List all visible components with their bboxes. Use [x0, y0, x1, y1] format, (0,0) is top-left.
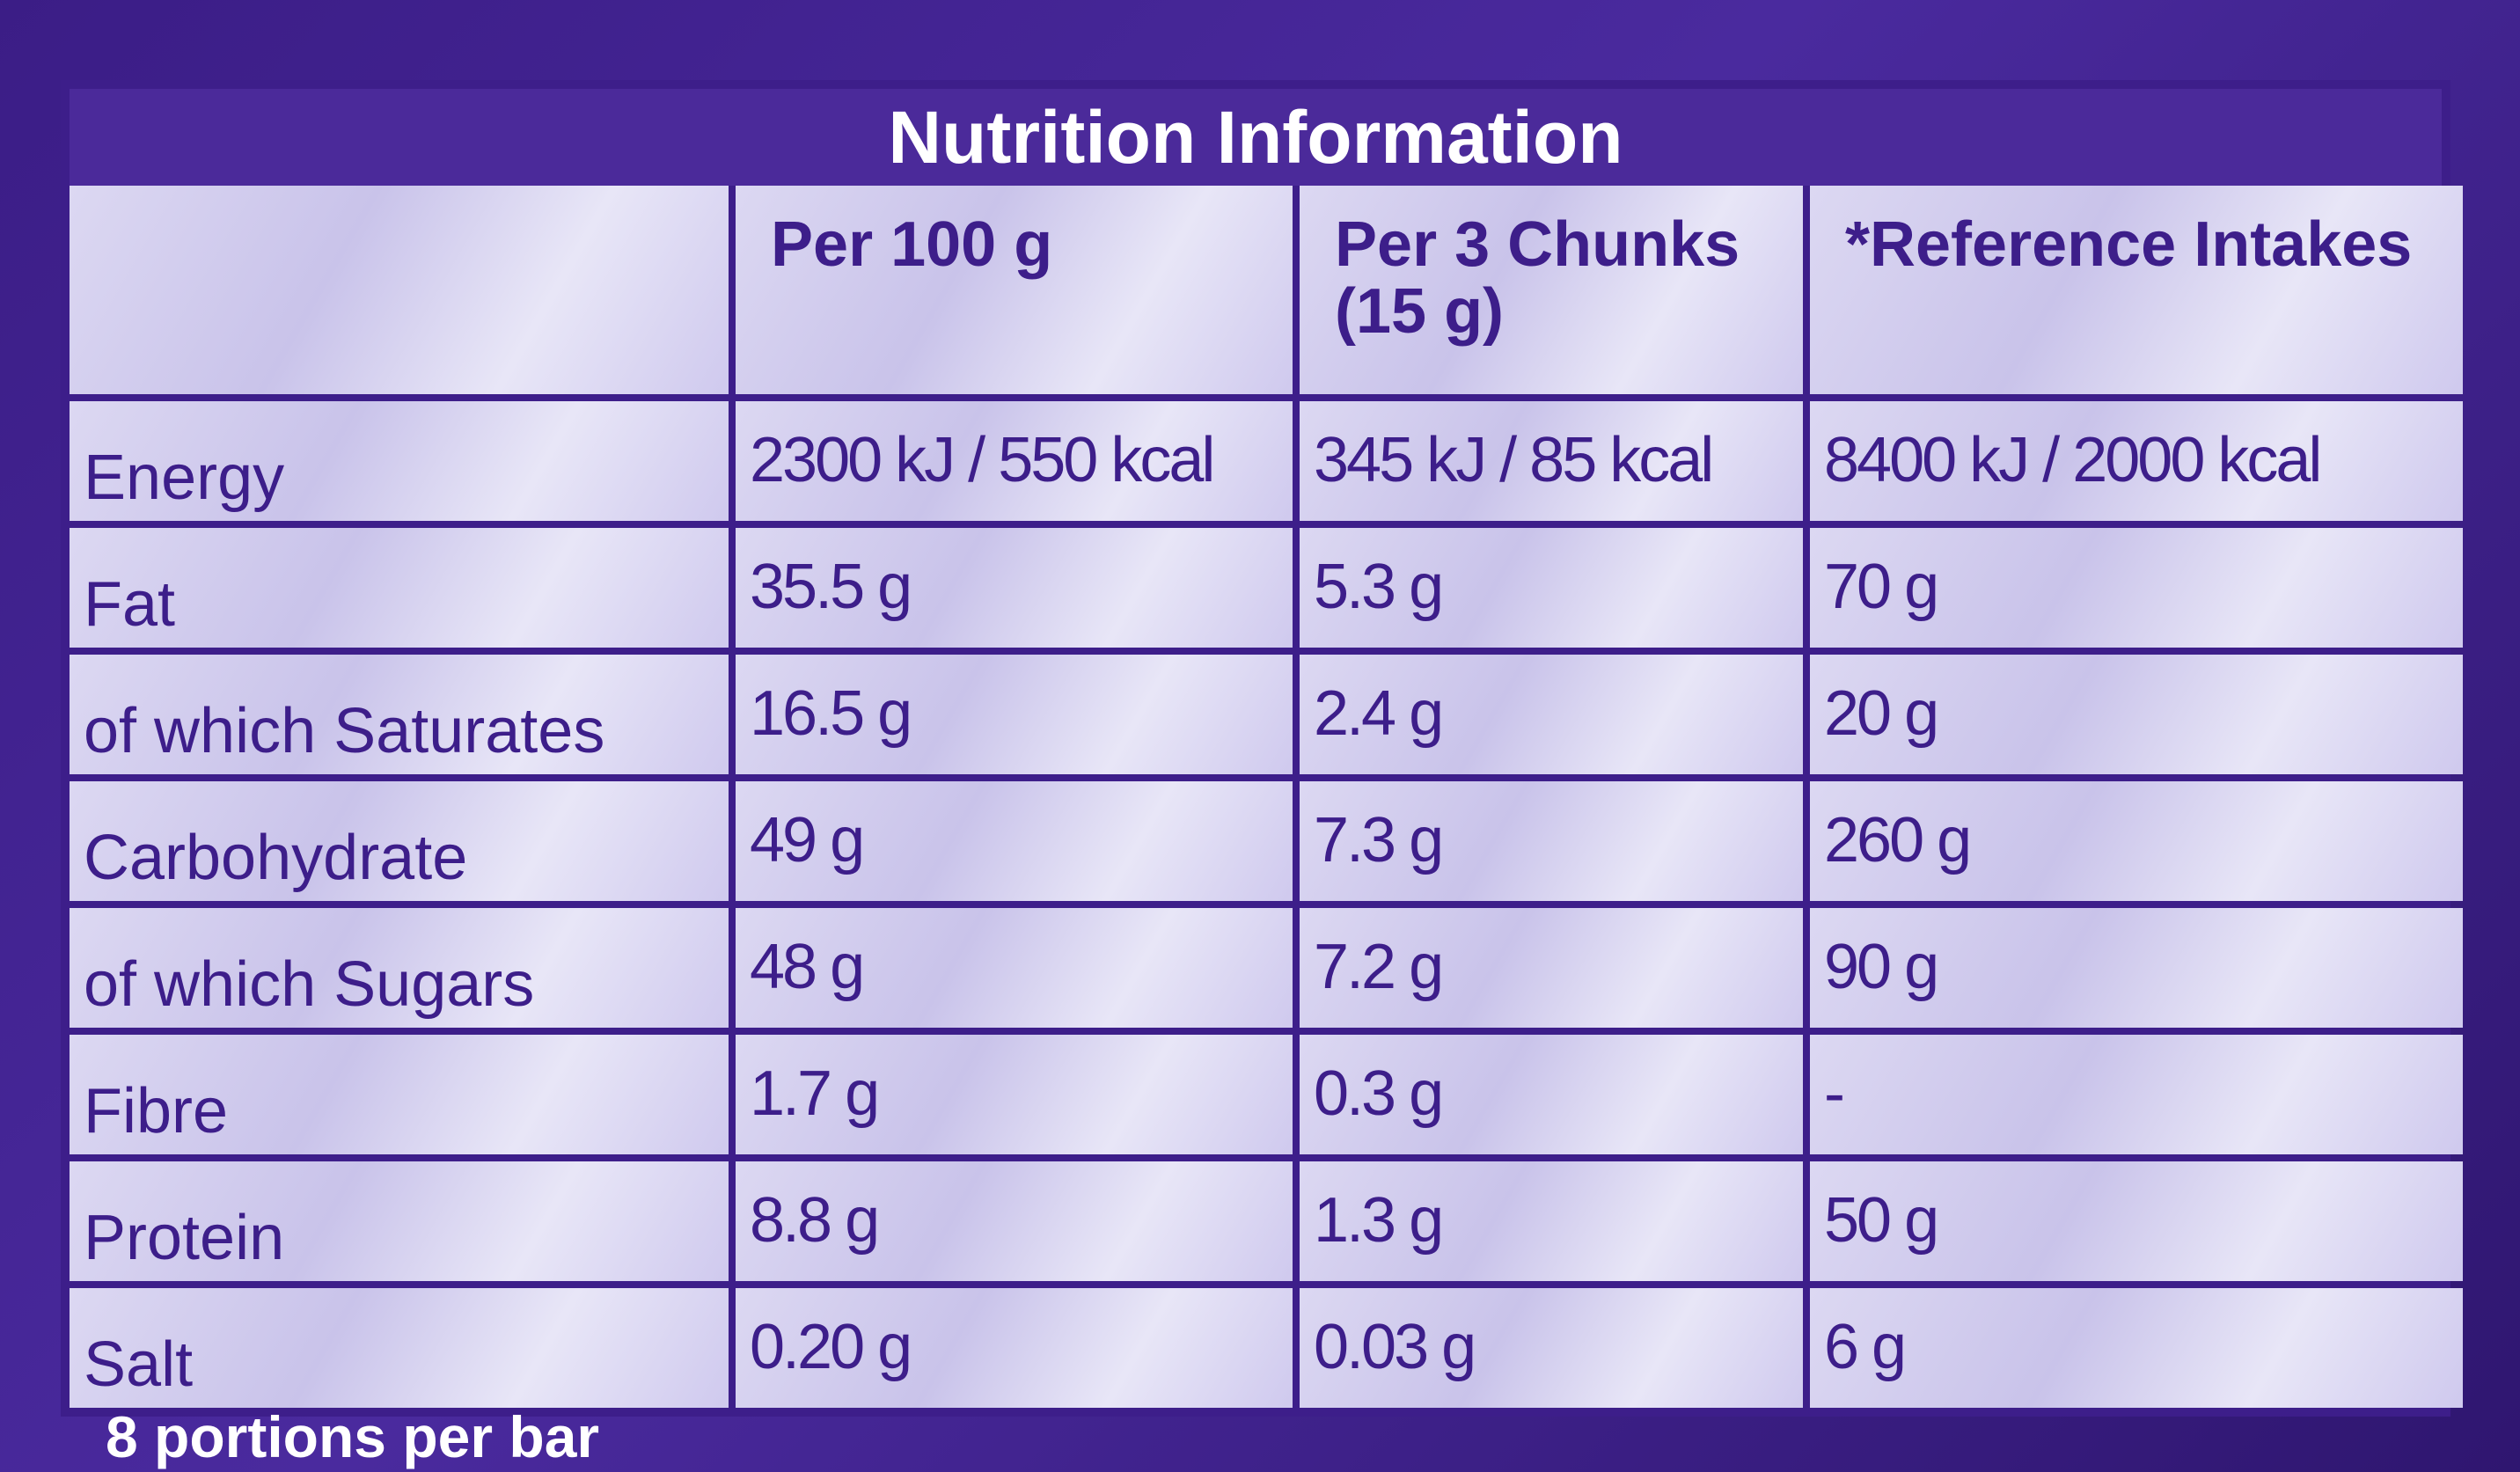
nutrient-value: 49 g [736, 781, 1293, 901]
nutrient-value: 6 g [1810, 1288, 2463, 1408]
nutrient-value: 0.20 g [736, 1288, 1293, 1408]
nutrient-value: 1.7 g [736, 1035, 1293, 1154]
title: Nutrition Information [888, 95, 1623, 179]
row-label: Fibre [70, 1035, 729, 1154]
nutrition-panel: Nutrition Information Per 100 g Per 3 Chu… [61, 80, 2463, 1417]
column-header: Per 3 Chunks (15 g) [1300, 186, 1803, 394]
nutrient-value: 0.3 g [1300, 1035, 1803, 1154]
row-label: Protein [70, 1161, 729, 1281]
row-label: Carbohydrate [70, 781, 729, 901]
nutrition-table: Per 100 g Per 3 Chunks (15 g) *Reference I… [70, 186, 2463, 1408]
nutrient-value: 7.3 g [1300, 781, 1803, 901]
row-label: of which Sugars [70, 908, 729, 1028]
nutrient-value: 2.4 g [1300, 655, 1803, 774]
nutrient-value: 50 g [1810, 1161, 2463, 1281]
row-label: of which Saturates [70, 655, 729, 774]
nutrient-value: 90 g [1810, 908, 2463, 1028]
nutrient-value: 8400 kJ / 2000 kcal [1810, 401, 2463, 521]
nutrient-value: 7.2 g [1300, 908, 1803, 1028]
row-label: Fat [70, 528, 729, 648]
nutrient-value: 8.8 g [736, 1161, 1293, 1281]
row-label: Salt [70, 1288, 729, 1408]
column-header: Per 100 g [736, 186, 1293, 394]
nutrient-value: 70 g [1810, 528, 2463, 648]
nutrient-value: - [1810, 1035, 2463, 1154]
footer-note: 8 portions per bar [106, 1404, 600, 1469]
nutrient-value: 2300 kJ / 550 kcal [736, 401, 1293, 521]
row-label: Energy [70, 401, 729, 521]
nutrient-value: 0.03 g [1300, 1288, 1803, 1408]
nutrient-value: 1.3 g [1300, 1161, 1803, 1281]
header-corner [70, 186, 729, 394]
nutrient-value: 16.5 g [736, 655, 1293, 774]
nutrient-value: 20 g [1810, 655, 2463, 774]
column-header: *Reference Intakes [1810, 186, 2463, 394]
nutrient-value: 35.5 g [736, 528, 1293, 648]
nutrient-value: 48 g [736, 908, 1293, 1028]
nutrient-value: 5.3 g [1300, 528, 1803, 648]
nutrient-value: 345 kJ / 85 kcal [1300, 401, 1803, 521]
nutrient-value: 260 g [1810, 781, 2463, 901]
